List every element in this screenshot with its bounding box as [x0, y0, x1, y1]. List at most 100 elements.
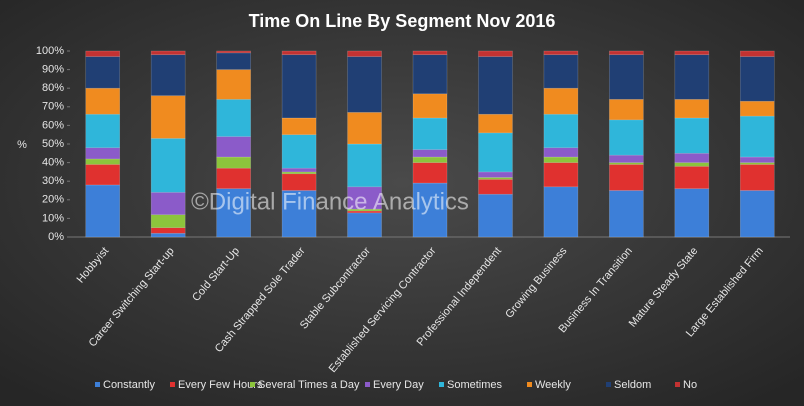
bar-segment	[739, 100, 775, 117]
bar-segment	[478, 132, 513, 173]
bar-segment	[739, 115, 775, 158]
legend-label: Constantly	[103, 379, 155, 391]
bar-segment	[674, 162, 710, 167]
bar-segment	[674, 54, 710, 100]
bar-segment	[739, 164, 775, 191]
bar-segment	[478, 171, 513, 178]
bar-segment	[85, 184, 121, 238]
watermark: ©Digital Finance Analytics	[191, 188, 469, 215]
y-tick-label: 70%	[42, 101, 64, 113]
bar-segment	[85, 56, 121, 89]
bar-segment	[347, 112, 382, 145]
y-tick-label: 20%	[42, 194, 64, 206]
bar-segment	[739, 56, 775, 102]
legend-swatch	[675, 382, 680, 387]
y-tick-label: 80%	[42, 82, 64, 94]
legend-label: No	[683, 379, 697, 391]
y-tick-label: 90%	[42, 64, 64, 76]
bar-segment	[543, 87, 579, 115]
bar-segment	[609, 54, 644, 100]
bar-segment	[216, 188, 251, 238]
y-tick-label: 40%	[42, 157, 64, 169]
bar-segment	[150, 192, 186, 215]
bar-segment	[85, 158, 121, 165]
bar-segment	[674, 166, 710, 189]
bar-segment	[281, 50, 317, 56]
bar-segment	[281, 134, 317, 169]
bar-segment	[347, 50, 382, 57]
bar-segment	[347, 143, 382, 188]
bar-segment	[150, 54, 186, 96]
bar-segment	[543, 147, 579, 158]
legend-swatch	[527, 382, 532, 387]
y-tick-label: 100%	[36, 45, 64, 57]
bar-segment	[412, 182, 448, 238]
legend-swatch	[606, 382, 611, 387]
bar-segment	[674, 188, 710, 238]
bar-segment	[543, 186, 579, 238]
bar-segment	[216, 99, 251, 137]
bar-segment	[347, 56, 382, 113]
legend-label: Weekly	[535, 379, 571, 391]
bar-segment	[478, 113, 513, 134]
bar-segment	[412, 54, 448, 95]
bar-segment	[347, 212, 382, 238]
legend-swatch	[250, 382, 255, 387]
bar-segment	[478, 193, 513, 238]
bar-segment	[412, 50, 448, 56]
bar-segment	[216, 50, 251, 54]
legend-swatch	[365, 382, 370, 387]
bar-segment	[150, 138, 186, 193]
bar-segment	[739, 50, 775, 57]
bar-segment	[216, 136, 251, 158]
bar-segment	[216, 156, 251, 169]
bar-segment	[739, 156, 775, 163]
legend-label: Sometimes	[447, 379, 503, 391]
bar-segment	[216, 52, 251, 70]
bar-segment	[543, 156, 579, 163]
bar-segment	[412, 156, 448, 163]
bar-segment	[478, 179, 513, 195]
bar-segment	[609, 50, 644, 56]
bar-segment	[543, 113, 579, 149]
bar-segment	[609, 119, 644, 156]
y-tick-label: 10%	[42, 212, 64, 224]
bar-segment	[674, 50, 710, 56]
bar-segment	[674, 117, 710, 154]
bar-segment	[609, 164, 644, 191]
bar-segment	[281, 117, 317, 135]
bar-segment	[150, 214, 186, 228]
bar-segment	[281, 54, 317, 119]
y-tick-label: 0%	[48, 231, 64, 243]
bar-segment	[412, 117, 448, 150]
bar-segment	[609, 154, 644, 163]
bar-segment	[150, 232, 186, 238]
bar-segment	[85, 87, 121, 115]
legend-swatch	[170, 382, 175, 387]
bar-segment	[543, 162, 579, 188]
y-tick-label: 30%	[42, 175, 64, 187]
bar-segment	[216, 167, 251, 189]
bar-segment	[739, 190, 775, 238]
bar-segment	[85, 164, 121, 186]
bar-segment	[85, 50, 121, 57]
legend-swatch	[95, 382, 100, 387]
legend-swatch	[439, 382, 444, 387]
y-axis-label: %	[17, 139, 27, 151]
bar-segment	[150, 95, 186, 139]
bar-segment	[543, 50, 579, 56]
legend-label: Several Times a Day	[258, 379, 360, 391]
legend-label: Seldom	[614, 379, 651, 391]
bar-segment	[609, 190, 644, 238]
bar-segment	[478, 50, 513, 57]
bar-segment	[412, 162, 448, 184]
legend-label: Every Few Hours	[178, 379, 263, 391]
bar-segment	[150, 227, 186, 234]
bar-segment	[281, 167, 317, 173]
y-tick-label: 50%	[42, 138, 64, 150]
bar-segment	[609, 99, 644, 121]
bar-segment	[478, 56, 513, 115]
bar-segment	[412, 149, 448, 158]
